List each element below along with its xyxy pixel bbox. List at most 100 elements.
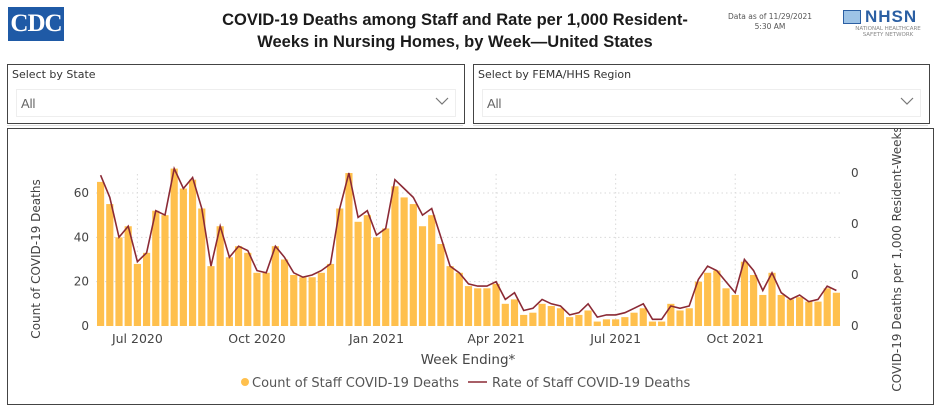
x-tick-label: Oct 2021 bbox=[707, 331, 764, 346]
chart-container: 0 20 40 60 0 0 0 0 Jul 2020 Oct 2020 Jan 2021 Apr… bbox=[7, 126, 934, 405]
y-axis-label: Count of COVID-19 Deaths bbox=[29, 179, 43, 338]
data-as-of: Data as of 11/29/2021 5:30 AM bbox=[725, 12, 815, 32]
bar bbox=[216, 226, 224, 326]
bar bbox=[354, 221, 362, 326]
region-dropdown[interactable]: All bbox=[482, 89, 921, 117]
legend-item-count: Count of Staff COVID-19 Deaths bbox=[252, 376, 459, 391]
x-tick-label: Jul 2020 bbox=[111, 331, 163, 346]
y2-axis-ticks: 0 0 0 0 bbox=[851, 166, 859, 333]
bar bbox=[694, 281, 703, 326]
bar bbox=[262, 272, 270, 326]
combo-chart: 0 20 40 60 0 0 0 0 Jul 2020 Oct 2020 Jan 2021 Apr… bbox=[29, 126, 904, 392]
bar bbox=[464, 286, 473, 326]
bar bbox=[786, 299, 795, 326]
rate-line bbox=[99, 166, 837, 321]
bar bbox=[133, 263, 141, 326]
bar bbox=[455, 272, 463, 326]
bar bbox=[207, 266, 215, 326]
bar bbox=[768, 272, 776, 326]
bar bbox=[161, 215, 169, 326]
x-tick-label: Jan 2021 bbox=[348, 331, 404, 346]
chevron-down-icon[interactable] bbox=[900, 94, 914, 108]
x-tick-label: Apr 2021 bbox=[467, 331, 524, 346]
y-axis-ticks: 0 20 40 60 bbox=[74, 186, 89, 333]
bar bbox=[225, 257, 233, 326]
bar bbox=[823, 288, 831, 326]
bar bbox=[740, 261, 749, 326]
bar bbox=[244, 252, 252, 326]
title-line-2: Weeks in Nursing Homes, by Week—United S… bbox=[257, 33, 653, 51]
bar bbox=[593, 321, 601, 326]
bar bbox=[584, 310, 592, 326]
bar bbox=[639, 308, 647, 326]
bar bbox=[556, 308, 565, 326]
title-line-1: COVID-19 Deaths among Staff and Rate per… bbox=[222, 11, 688, 29]
bar bbox=[372, 237, 381, 326]
x-tick-label: Oct 2020 bbox=[228, 331, 285, 346]
bar bbox=[630, 312, 638, 326]
bar bbox=[290, 275, 298, 326]
bar bbox=[575, 314, 583, 326]
y-tick-label: 20 bbox=[74, 275, 89, 289]
bar bbox=[731, 294, 739, 326]
bar bbox=[612, 319, 620, 326]
bar bbox=[566, 317, 574, 326]
bar bbox=[621, 317, 629, 326]
y2-axis-label: COVID-19 Deaths per 1,000 Resident-Weeks bbox=[890, 129, 904, 392]
bar bbox=[483, 288, 491, 326]
cdc-logo: CDC bbox=[8, 7, 64, 41]
bar bbox=[280, 259, 289, 326]
bar bbox=[308, 277, 316, 326]
bar bbox=[529, 312, 537, 326]
bar bbox=[326, 263, 335, 326]
data-as-of-time: 5:30 AM bbox=[754, 22, 786, 31]
bar bbox=[428, 215, 436, 326]
bar bbox=[538, 303, 546, 326]
bar bbox=[492, 283, 500, 326]
y2-tick-label: 0 bbox=[851, 166, 859, 180]
bar bbox=[152, 210, 160, 326]
bar bbox=[345, 173, 353, 326]
bar bbox=[814, 301, 822, 326]
bar bbox=[832, 292, 840, 326]
bar bbox=[124, 226, 132, 326]
x-axis-ticks: Jul 2020 Oct 2020 Jan 2021 Apr 2021 Jul 2021… bbox=[111, 331, 764, 346]
bars bbox=[97, 168, 840, 326]
y2-tick-label: 0 bbox=[851, 217, 859, 231]
bar bbox=[805, 301, 813, 326]
chevron-down-icon[interactable] bbox=[435, 94, 449, 108]
bar bbox=[759, 294, 767, 326]
bar bbox=[658, 321, 666, 326]
bar bbox=[520, 314, 528, 326]
bar bbox=[299, 277, 307, 326]
state-dropdown[interactable]: All bbox=[16, 89, 456, 117]
y2-tick-label: 0 bbox=[851, 319, 859, 333]
bar bbox=[198, 208, 206, 326]
monitor-icon bbox=[843, 10, 861, 24]
bar bbox=[750, 275, 758, 326]
bar bbox=[796, 297, 804, 326]
bar bbox=[474, 288, 482, 326]
x-axis-label: Week Ending* bbox=[421, 352, 516, 368]
bar bbox=[713, 270, 721, 326]
state-filter: Select by State All bbox=[7, 64, 465, 124]
x-tick-label: Jul 2021 bbox=[589, 331, 641, 346]
nhsn-logo: NHSN NATIONAL HEALTHCARE SAFETY NETWORK bbox=[843, 8, 933, 38]
bar bbox=[722, 288, 730, 326]
bar bbox=[648, 321, 657, 326]
bar bbox=[446, 266, 454, 326]
bar bbox=[777, 294, 785, 326]
bar bbox=[382, 228, 390, 326]
bar bbox=[115, 237, 123, 326]
state-dropdown-value: All bbox=[21, 96, 36, 111]
divider bbox=[7, 125, 463, 126]
bar bbox=[501, 303, 509, 326]
legend-item-rate: Rate of Staff COVID-19 Deaths bbox=[492, 376, 691, 391]
bar bbox=[510, 299, 519, 326]
y-tick-label: 40 bbox=[74, 230, 89, 244]
page-title: COVID-19 Deaths among Staff and Rate per… bbox=[160, 9, 750, 53]
bar bbox=[271, 246, 279, 326]
bar bbox=[97, 181, 105, 326]
region-filter-label: Select by FEMA/HHS Region bbox=[478, 68, 632, 81]
nhsn-subtitle-2: SAFETY NETWORK bbox=[862, 32, 914, 38]
